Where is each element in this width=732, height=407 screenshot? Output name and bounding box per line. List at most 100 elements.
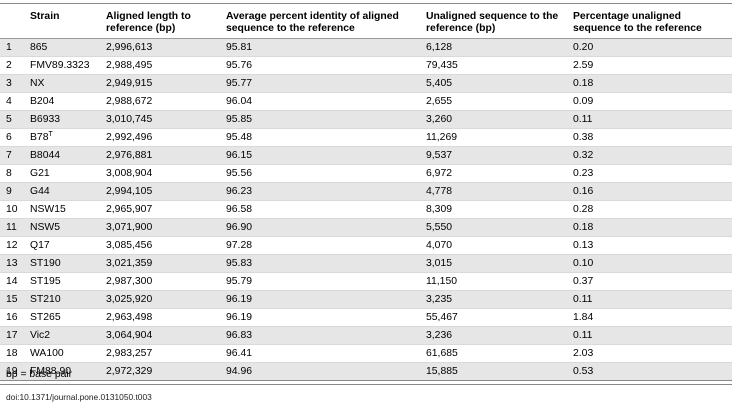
cell-strain: Q17 [26, 236, 102, 255]
cell-strain: FM88.90 [26, 362, 102, 381]
strain-name: Vic2 [30, 330, 51, 341]
table-row: 4 B204 2,988,672 96.04 2,655 0.09 [0, 92, 732, 111]
strain-name: 865 [30, 42, 48, 53]
cell-percentage-unaligned: 0.53 [569, 362, 732, 381]
cell-strain: ST190 [26, 254, 102, 273]
cell-strain: 865 [26, 38, 102, 57]
table-body: 1 865 2,996,613 95.81 6,128 0.20 2 FMV89.3323 2,… [0, 38, 732, 381]
cell-index: 12 [0, 236, 26, 255]
table-row: 17 Vic2 3,064,904 96.83 3,236 0.11 [0, 326, 732, 345]
cell-aligned-length: 3,085,456 [102, 236, 222, 255]
cell-unaligned-sequence: 3,015 [422, 254, 569, 273]
header-average-identity: Average percent identity of aligned sequ… [222, 8, 422, 39]
cell-percentage-unaligned: 1.84 [569, 308, 732, 327]
cell-aligned-length: 2,976,881 [102, 146, 222, 165]
cell-average-identity: 96.19 [222, 290, 422, 309]
cell-average-identity: 95.83 [222, 254, 422, 273]
cell-index: 1 [0, 38, 26, 57]
strain-name: B78 [30, 132, 49, 143]
cell-index: 15 [0, 290, 26, 309]
table-top-rule [0, 3, 732, 4]
cell-average-identity: 96.23 [222, 182, 422, 201]
cell-percentage-unaligned: 0.16 [569, 182, 732, 201]
cell-percentage-unaligned: 2.59 [569, 56, 732, 75]
table-row: 12 Q17 3,085,456 97.28 4,070 0.13 [0, 236, 732, 255]
cell-average-identity: 95.48 [222, 128, 422, 147]
cell-unaligned-sequence: 5,550 [422, 218, 569, 237]
cell-aligned-length: 2,992,496 [102, 128, 222, 147]
header-aligned-length: Aligned length to reference (bp) [102, 8, 222, 39]
cell-index: 6 [0, 128, 26, 147]
cell-aligned-length: 2,963,498 [102, 308, 222, 327]
table-row: 7 B8044 2,976,881 96.15 9,537 0.32 [0, 146, 732, 165]
cell-aligned-length: 2,996,613 [102, 38, 222, 57]
cell-strain: WA100 [26, 344, 102, 363]
cell-average-identity: 95.56 [222, 164, 422, 183]
cell-unaligned-sequence: 79,435 [422, 56, 569, 75]
table-row: 5 B6933 3,010,745 95.85 3,260 0.11 [0, 110, 732, 129]
cell-index: 4 [0, 92, 26, 111]
strain-name: B204 [30, 96, 55, 107]
cell-unaligned-sequence: 15,885 [422, 362, 569, 381]
strain-name: B8044 [30, 150, 61, 161]
cell-percentage-unaligned: 0.11 [569, 290, 732, 309]
cell-aligned-length: 3,008,904 [102, 164, 222, 183]
cell-percentage-unaligned: 0.13 [569, 236, 732, 255]
cell-average-identity: 96.58 [222, 200, 422, 219]
cell-unaligned-sequence: 8,309 [422, 200, 569, 219]
cell-strain: NX [26, 74, 102, 93]
table-row: 1 865 2,996,613 95.81 6,128 0.20 [0, 38, 732, 57]
strain-name: NSW15 [30, 204, 66, 215]
cell-index: 5 [0, 110, 26, 129]
table-row: 15 ST210 3,025,920 96.19 3,235 0.11 [0, 290, 732, 309]
table-row: 3 NX 2,949,915 95.77 5,405 0.18 [0, 74, 732, 93]
table-row: 2 FMV89.3323 2,988,495 95.76 79,435 2.59 [0, 56, 732, 75]
table-footnote: bp = base pair [6, 369, 73, 380]
cell-aligned-length: 2,988,495 [102, 56, 222, 75]
cell-percentage-unaligned: 0.28 [569, 200, 732, 219]
cell-unaligned-sequence: 11,150 [422, 272, 569, 291]
cell-index: 18 [0, 344, 26, 363]
strain-name: ST190 [30, 258, 61, 269]
cell-strain: NSW5 [26, 218, 102, 237]
cell-strain: FMV89.3323 [26, 56, 102, 75]
cell-average-identity: 95.77 [222, 74, 422, 93]
strain-name: NX [30, 78, 45, 89]
cell-aligned-length: 2,988,672 [102, 92, 222, 111]
header-row: Strain Aligned length to reference (bp) … [0, 8, 732, 39]
cell-percentage-unaligned: 0.18 [569, 74, 732, 93]
strain-name: B6933 [30, 114, 61, 125]
cell-aligned-length: 3,010,745 [102, 110, 222, 129]
cell-average-identity: 95.81 [222, 38, 422, 57]
cell-index: 14 [0, 272, 26, 291]
cell-percentage-unaligned: 0.11 [569, 110, 732, 129]
cell-strain: ST210 [26, 290, 102, 309]
cell-strain: ST195 [26, 272, 102, 291]
cell-index: 3 [0, 74, 26, 93]
strain-alignment-table: Strain Aligned length to reference (bp) … [0, 8, 732, 381]
strain-name: G21 [30, 168, 50, 179]
cell-unaligned-sequence: 6,972 [422, 164, 569, 183]
cell-strain: Vic2 [26, 326, 102, 345]
cell-unaligned-sequence: 5,405 [422, 74, 569, 93]
cell-index: 7 [0, 146, 26, 165]
strain-name: ST210 [30, 294, 61, 305]
cell-average-identity: 95.85 [222, 110, 422, 129]
cell-unaligned-sequence: 6,128 [422, 38, 569, 57]
cell-percentage-unaligned: 0.23 [569, 164, 732, 183]
cell-strain: NSW15 [26, 200, 102, 219]
cell-unaligned-sequence: 2,655 [422, 92, 569, 111]
table-header: Strain Aligned length to reference (bp) … [0, 8, 732, 39]
cell-average-identity: 96.90 [222, 218, 422, 237]
cell-percentage-unaligned: 0.10 [569, 254, 732, 273]
cell-average-identity: 96.83 [222, 326, 422, 345]
cell-strain: B8044 [26, 146, 102, 165]
cell-percentage-unaligned: 0.20 [569, 38, 732, 57]
cell-strain: B78T [26, 128, 102, 147]
table-row: 18 WA100 2,983,257 96.41 61,685 2.03 [0, 344, 732, 363]
strain-name: FM88.90 [30, 366, 72, 377]
strain-name: Q17 [30, 240, 50, 251]
table-row: 8 G21 3,008,904 95.56 6,972 0.23 [0, 164, 732, 183]
cell-percentage-unaligned: 2.03 [569, 344, 732, 363]
table-row: 6 B78T 2,992,496 95.48 11,269 0.38 [0, 128, 732, 147]
